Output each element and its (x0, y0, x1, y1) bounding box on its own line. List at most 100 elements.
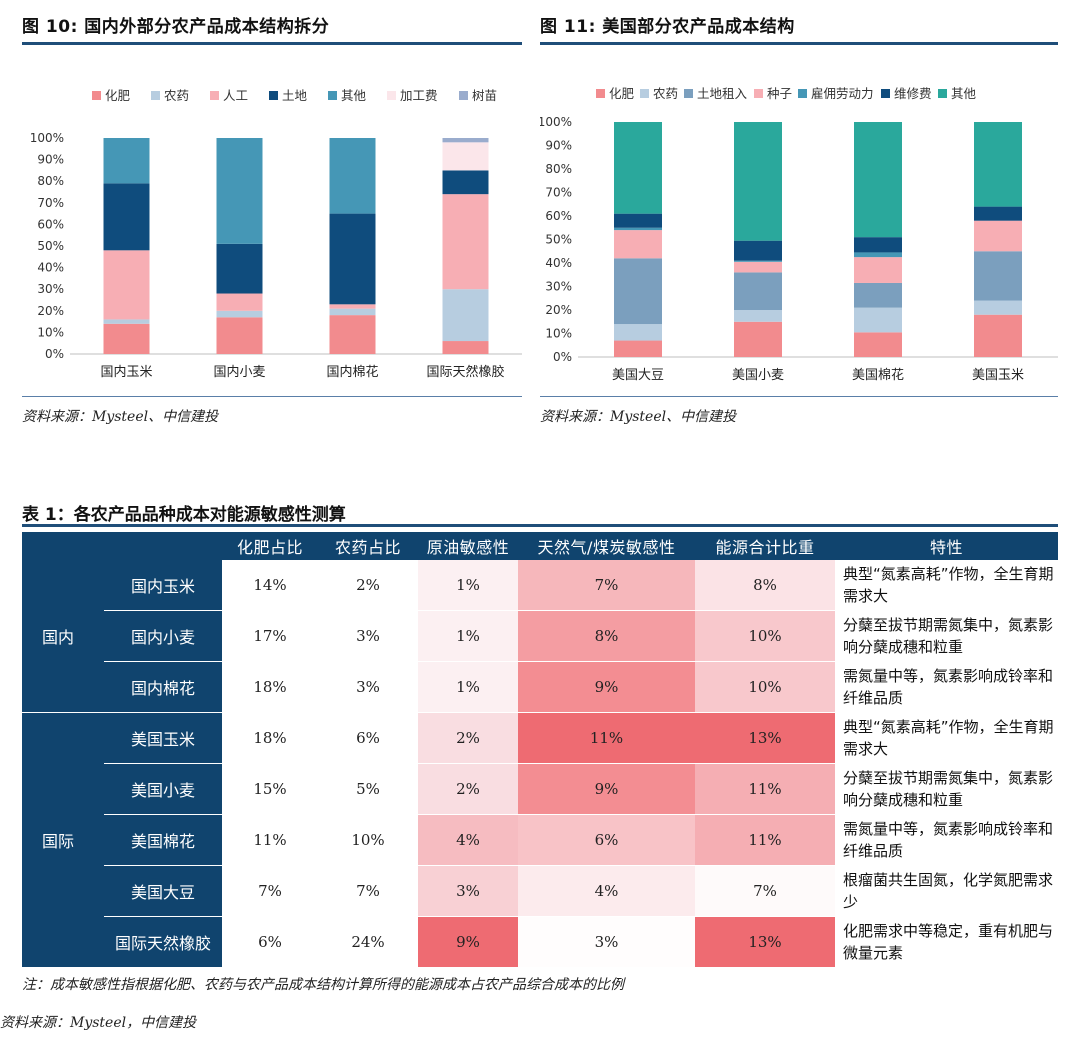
header-pest: 农药占比 (318, 532, 418, 560)
y-tick-label: 0% (553, 350, 572, 364)
product-cell: 美国大豆 (104, 865, 222, 917)
bar-segment-1-1 (216, 310, 263, 318)
total-cell: 13% (695, 916, 835, 968)
header-total: 能源合计比重 (695, 532, 835, 560)
y-tick-label: 70% (37, 196, 64, 210)
y-tick-label: 40% (545, 256, 572, 270)
fert-cell: 7% (222, 865, 318, 917)
header-oil: 原油敏感性 (418, 532, 518, 560)
total-cell: 11% (695, 814, 835, 866)
table-title-rule (22, 524, 1058, 527)
fert-cell: 18% (222, 712, 318, 764)
x-tick-label: 国内小麦 (213, 364, 265, 380)
legend-label-3: 土地 (282, 88, 308, 103)
table-title: 表 1：各农产品品种成本对能源敏感性测算 (22, 505, 346, 525)
gas-cell: 7% (518, 560, 695, 611)
bar-segment-1-2 (329, 308, 376, 316)
legend-swatch-5 (387, 91, 396, 100)
gas-cell: 9% (518, 763, 695, 815)
legend-label-0: 化肥 (105, 88, 131, 103)
total-cell: 10% (695, 661, 835, 713)
bar-segment-0-0 (614, 340, 662, 357)
fig10-title: 图 10: 国内外部分农产品成本结构拆分 (22, 17, 330, 37)
bar-segment-3-2 (329, 213, 376, 305)
x-tick-label: 国际天然橡胶 (426, 364, 504, 380)
y-tick-label: 100% (540, 115, 572, 129)
header-fert: 化肥占比 (222, 532, 318, 560)
table-row: 美国棉花 11% 10% 4% 6% 11% 需氮量中等，氮素影响成铃率和纤维品… (22, 814, 1058, 866)
pest-cell: 7% (318, 865, 418, 917)
pest-cell: 2% (318, 560, 418, 611)
feature-cell: 典型“氮素高耗”作物，全生育期需求大 (835, 712, 1058, 764)
total-cell: 11% (695, 763, 835, 815)
x-tick-label: 国内棉花 (326, 364, 378, 380)
y-tick-label: 50% (545, 233, 572, 247)
oil-cell: 1% (418, 610, 518, 662)
table-note: 注：成本敏感性指根据化肥、农药与农产品成本结构计算所得的能源成本占农产品综合成本… (22, 977, 624, 993)
feature-cell: 化肥需求中等稳定，重有机肥与微量元素 (835, 916, 1058, 968)
pest-cell: 3% (318, 661, 418, 713)
table-row: 国内小麦 17% 3% 1% 8% 10% 分蘖至拔节期需氮集中，氮素影响分蘖成… (22, 610, 1058, 662)
legend-swatch-4 (798, 89, 807, 98)
bar-segment-3-0 (103, 183, 150, 251)
oil-cell: 2% (418, 712, 518, 764)
legend-swatch-0 (596, 89, 605, 98)
legend-label-5: 维修费 (894, 86, 932, 101)
y-tick-label: 10% (37, 325, 64, 339)
legend-swatch-0 (92, 91, 101, 100)
total-cell: 10% (695, 610, 835, 662)
bar-segment-0-3 (974, 314, 1022, 357)
bar-segment-0-1 (734, 321, 782, 357)
bar-segment-6-3 (442, 138, 489, 143)
legend-swatch-2 (210, 91, 219, 100)
table-row: 国内棉花 18% 3% 1% 9% 10% 需氮量中等，氮素影响成铃率和纤维品质 (22, 661, 1058, 713)
bar-segment-4-1 (734, 260, 782, 262)
legend-label-4: 雇佣劳动力 (811, 86, 874, 101)
legend-swatch-3 (754, 89, 763, 98)
legend-swatch-1 (151, 91, 160, 100)
bar-segment-0-3 (442, 341, 489, 354)
bar-segment-1-3 (442, 289, 489, 342)
y-tick-label: 50% (37, 239, 64, 253)
bar-segment-3-0 (614, 230, 662, 259)
bar-segment-0-2 (329, 315, 376, 354)
table-header-row: 化肥占比 农药占比 原油敏感性 天然气/煤炭敏感性 能源合计比重 特性 (22, 532, 1058, 560)
bar-segment-0-0 (103, 323, 150, 354)
feature-cell: 需氮量中等，氮素影响成铃率和纤维品质 (835, 661, 1058, 713)
oil-cell: 9% (418, 916, 518, 968)
bar-segment-2-0 (103, 250, 150, 320)
header-gas: 天然气/煤炭敏感性 (518, 532, 695, 560)
fig11-chart: 化肥 农药 土地租入 种子 雇佣劳动力 维修费 其他 0% 10% 20% 30% 40% 50% 60%… (540, 86, 1058, 383)
bar-segment-2-1 (734, 272, 782, 310)
table-row: 美国大豆 7% 7% 3% 4% 7% 根瘤菌共生固氮，化学氮肥需求少 (22, 865, 1058, 917)
x-tick-label: 美国小麦 (732, 368, 784, 383)
fert-cell: 6% (222, 916, 318, 968)
product-cell: 美国小麦 (104, 763, 222, 815)
legend-label-3: 种子 (767, 86, 792, 101)
region-cell-international: 国际 (22, 712, 104, 968)
bar-segment-6-0 (614, 122, 662, 214)
legend-swatch-1 (640, 89, 649, 98)
y-tick-label: 30% (37, 282, 64, 296)
y-tick-label: 10% (545, 327, 572, 341)
fig11-title: 图 11: 美国部分农产品成本结构 (540, 17, 795, 37)
bar-segment-5-3 (974, 206, 1022, 221)
fig10-title-rule (22, 42, 522, 45)
fert-cell: 17% (222, 610, 318, 662)
bar-segment-0-1 (216, 317, 263, 354)
legend-swatch-6 (459, 91, 468, 100)
y-tick-label: 60% (545, 209, 572, 223)
bar-segment-6-1 (734, 122, 782, 241)
bar-segment-5-1 (734, 240, 782, 261)
bar-segment-3-2 (854, 257, 902, 283)
product-cell: 国内小麦 (104, 610, 222, 662)
bar-segment-5-2 (854, 237, 902, 253)
y-tick-label: 100% (30, 131, 64, 145)
product-cell: 美国玉米 (104, 712, 222, 764)
oil-cell: 1% (418, 560, 518, 611)
table-row: 国际天然橡胶 6% 24% 9% 3% 13% 化肥需求中等稳定，重有机肥与微量… (22, 916, 1058, 968)
y-tick-label: 90% (545, 139, 572, 153)
gas-cell: 3% (518, 916, 695, 968)
fert-cell: 15% (222, 763, 318, 815)
product-cell: 国际天然橡胶 (104, 916, 222, 968)
